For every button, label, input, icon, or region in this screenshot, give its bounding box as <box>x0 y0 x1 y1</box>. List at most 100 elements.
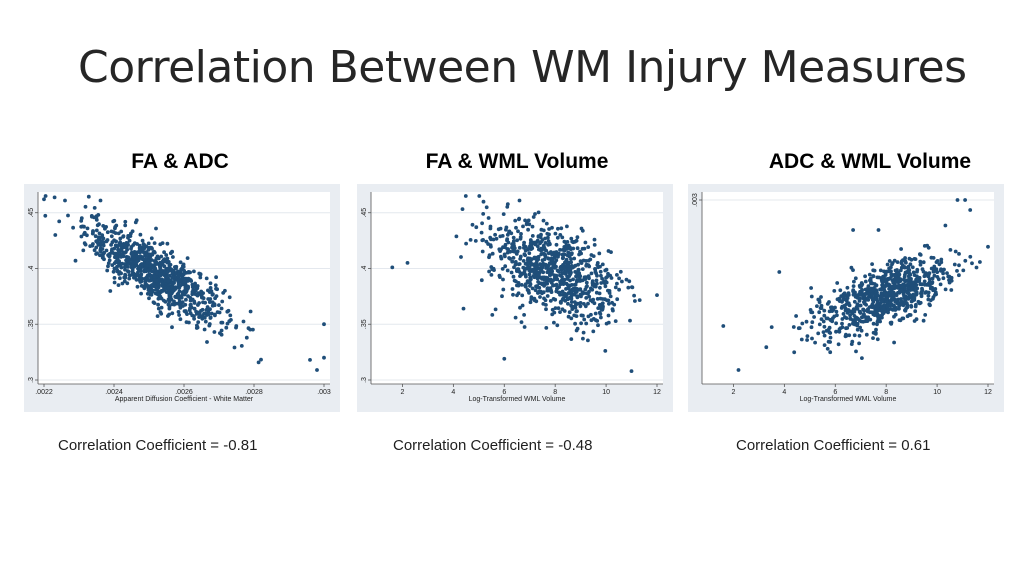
x-tick-label: 12 <box>653 389 661 396</box>
data-point <box>405 261 410 265</box>
data-point <box>138 250 142 255</box>
data-point <box>857 299 862 303</box>
data-point <box>547 278 551 283</box>
data-point <box>978 260 982 264</box>
data-point <box>548 261 553 266</box>
data-point <box>163 278 168 283</box>
data-point <box>573 321 577 326</box>
data-point <box>606 249 611 253</box>
data-point <box>934 267 939 271</box>
data-point <box>145 283 150 288</box>
data-point <box>537 289 542 294</box>
data-point <box>866 307 870 312</box>
data-point <box>141 247 145 252</box>
data-point <box>170 325 174 330</box>
data-point <box>561 296 566 301</box>
data-point <box>587 264 592 269</box>
data-point <box>582 302 586 306</box>
data-point <box>513 315 518 320</box>
data-point <box>573 300 577 304</box>
data-point <box>568 272 573 277</box>
data-point <box>856 317 861 322</box>
data-point <box>590 279 595 284</box>
data-point <box>918 262 923 267</box>
data-point <box>605 275 609 279</box>
data-point <box>148 245 153 250</box>
data-point <box>219 320 224 325</box>
x-axis-label: Log-Transformed WML Volume <box>469 396 566 403</box>
data-point <box>549 250 553 255</box>
data-point <box>251 327 255 332</box>
data-point <box>575 246 580 251</box>
data-point <box>109 234 114 239</box>
data-point <box>158 264 162 269</box>
data-point <box>955 269 959 273</box>
data-point <box>912 282 916 287</box>
data-point <box>130 268 135 272</box>
data-point <box>505 205 510 209</box>
data-point <box>182 279 187 284</box>
data-point <box>542 257 547 262</box>
data-point <box>501 287 506 292</box>
data-point <box>474 225 479 230</box>
data-point <box>544 221 549 226</box>
data-point <box>872 313 877 317</box>
data-point <box>581 258 586 263</box>
data-point <box>874 290 878 294</box>
data-point <box>95 251 99 256</box>
data-point <box>226 308 231 313</box>
data-point <box>165 259 170 264</box>
data-point <box>541 261 545 266</box>
data-point <box>836 342 841 347</box>
data-point <box>204 308 209 312</box>
data-point <box>514 225 518 230</box>
data-point <box>777 270 782 274</box>
data-point <box>584 291 589 296</box>
data-point <box>854 349 858 354</box>
data-point <box>892 314 896 319</box>
data-point <box>52 195 57 200</box>
data-point <box>586 301 590 306</box>
data-point <box>558 265 563 270</box>
data-point <box>532 270 537 275</box>
data-point <box>498 275 502 279</box>
data-point <box>90 243 95 248</box>
data-point <box>523 253 527 258</box>
data-point <box>248 309 253 314</box>
data-point <box>930 276 935 281</box>
data-point <box>176 274 181 279</box>
data-point <box>816 297 821 302</box>
data-point <box>548 299 553 303</box>
data-point <box>322 355 326 360</box>
data-point <box>543 236 547 241</box>
data-point <box>945 271 949 275</box>
x-tick-label: .0022 <box>35 389 53 396</box>
data-point <box>852 322 857 327</box>
data-point <box>496 227 501 232</box>
data-point <box>553 306 558 310</box>
data-point <box>561 255 565 260</box>
data-point <box>146 241 151 246</box>
data-point <box>550 271 554 276</box>
data-point <box>600 262 605 267</box>
data-point <box>160 241 165 245</box>
data-point <box>584 280 589 285</box>
data-point <box>911 292 916 297</box>
data-point <box>858 310 862 314</box>
y-tick-label: .45 <box>361 208 368 218</box>
data-point <box>533 274 537 279</box>
data-point <box>118 276 122 281</box>
data-point <box>515 238 519 243</box>
data-point <box>606 313 611 318</box>
data-point <box>167 294 172 299</box>
data-point <box>849 342 854 346</box>
data-point <box>63 198 67 203</box>
data-point <box>961 268 966 273</box>
data-point <box>576 262 580 267</box>
data-point <box>564 269 569 273</box>
data-point <box>228 313 233 318</box>
data-point <box>617 287 621 292</box>
data-point <box>178 283 183 288</box>
data-point <box>915 267 920 272</box>
data-point <box>629 369 634 373</box>
